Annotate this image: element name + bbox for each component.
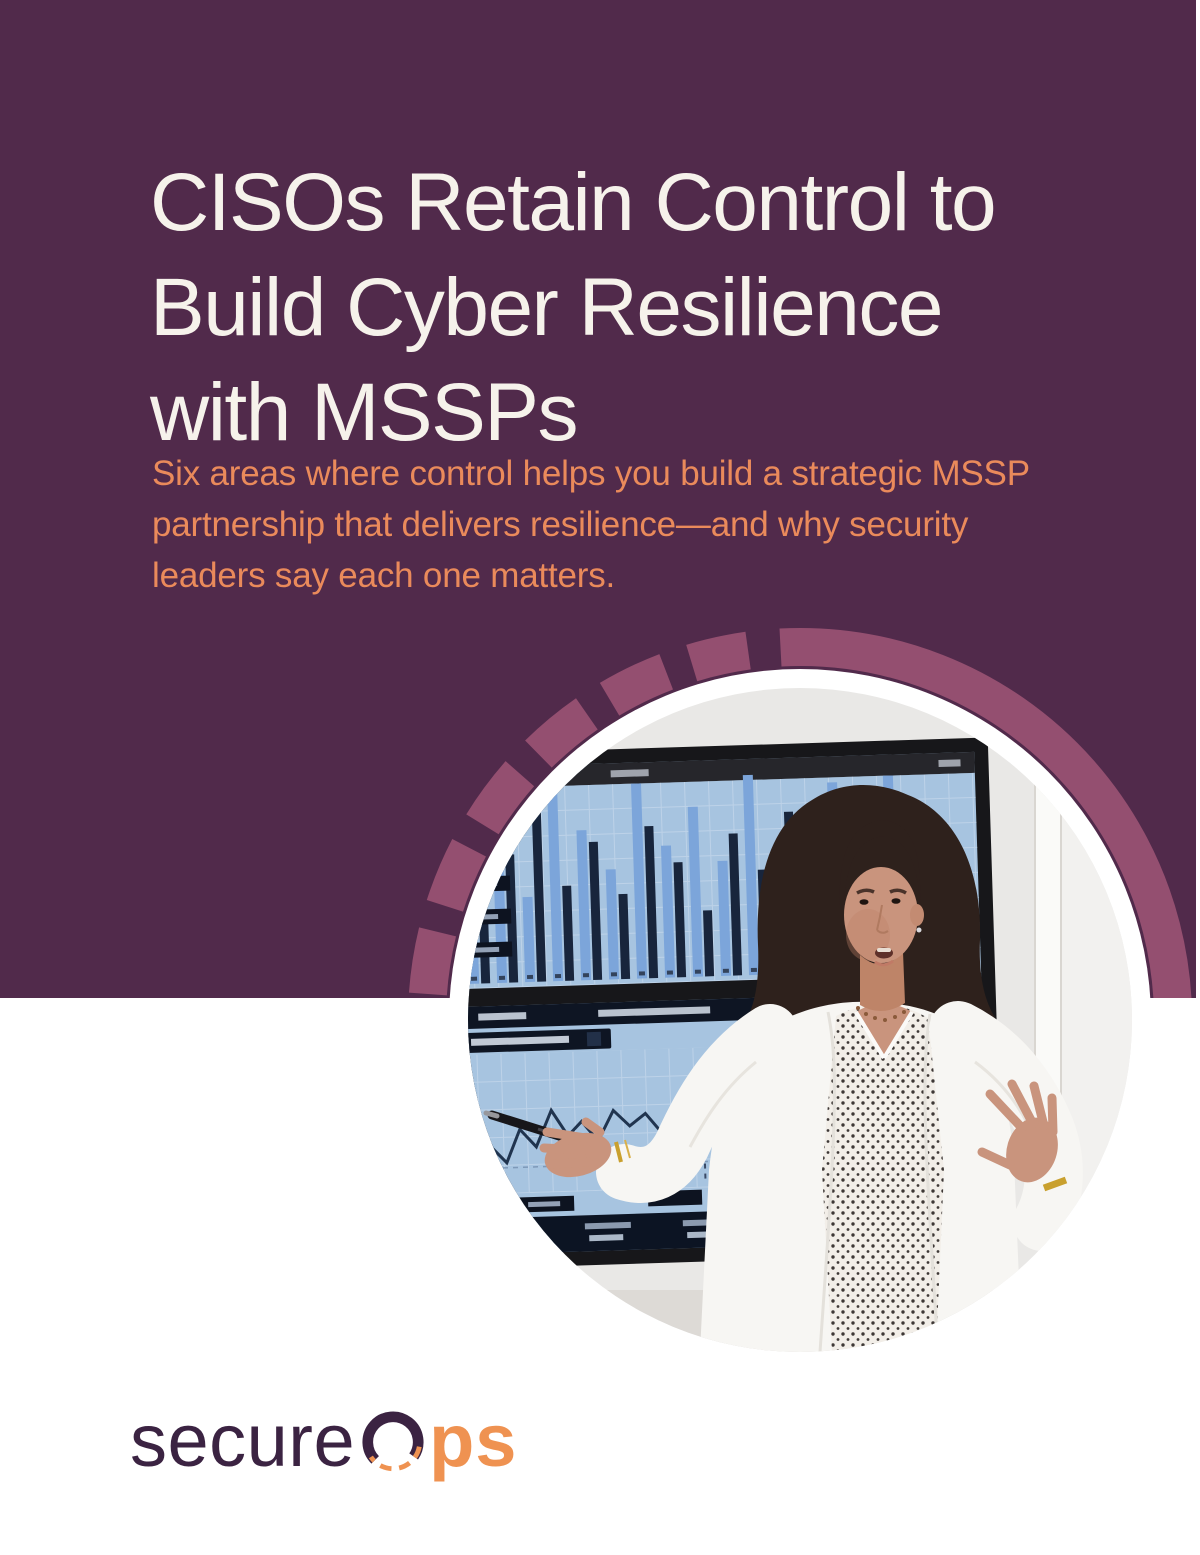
secureops-logo: secure ps [130,1398,517,1484]
page-title: CISOs Retain Control to Build Cyber Resi… [150,150,997,465]
logo-o-ring-icon [362,1411,424,1472]
gesturing-arm [929,1001,1083,1251]
logo-text-secure: secure [130,1399,356,1482]
subtitle-line-1: Six areas where control helps you build … [152,454,1030,493]
presenter [483,784,1083,1352]
blouse [822,1003,944,1352]
title-line-2: Build Cyber Resilience [150,262,943,353]
subtitle-line-2: partnership that delivers resilience—and… [152,505,969,544]
title-line-3: with MSSPs [150,367,579,458]
hand-with-pen [539,1117,631,1178]
necklace [856,1006,906,1022]
logo-text-ps: ps [429,1399,518,1482]
subtitle-line-3: leaders say each one matters. [152,556,616,595]
open-hand [977,1079,1068,1192]
face [839,820,924,967]
pointing-arm [483,1004,798,1203]
dashed-ring [408,628,1192,998]
cover-photo [468,688,1132,1352]
neck [860,952,905,1012]
title-line-1: CISOs Retain Control to [150,157,997,248]
page-subtitle: Six areas where control helps you build … [152,448,1030,601]
